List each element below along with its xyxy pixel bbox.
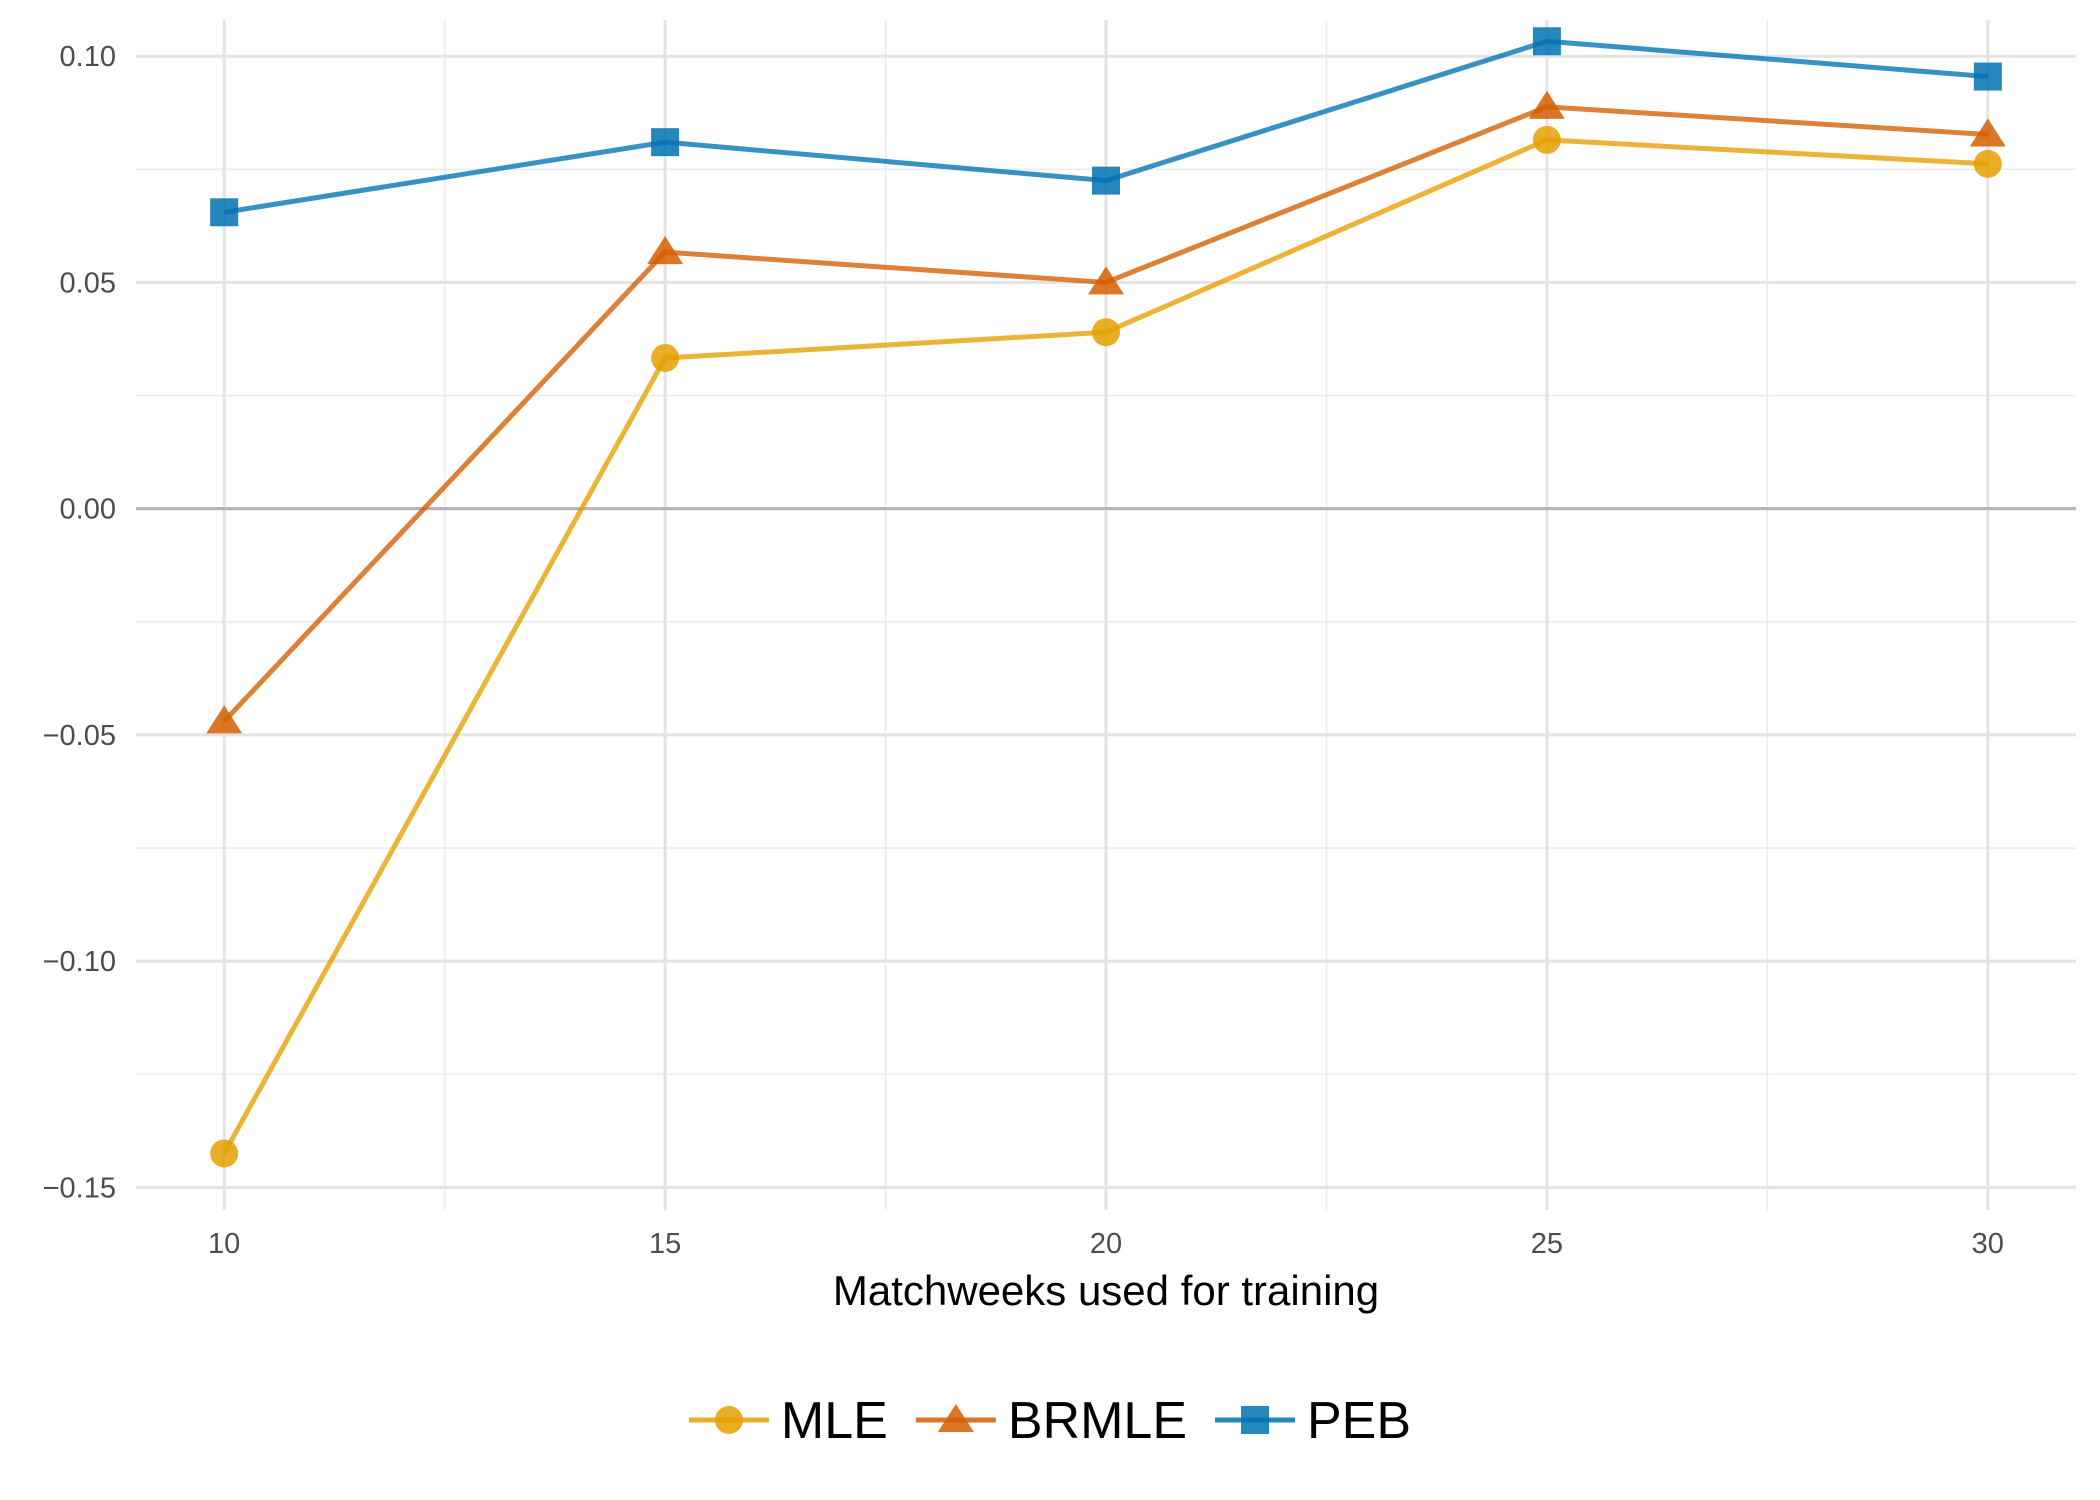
legend-item-brmle: BRMLE <box>915 1392 1187 1450</box>
data-point-mle <box>210 1139 239 1168</box>
legend-label-mle: MLE <box>781 1392 888 1450</box>
y-tick-label: −0.10 <box>43 946 116 978</box>
data-point-brmle <box>1088 266 1124 295</box>
data-point-mle <box>1092 318 1120 347</box>
data-point-brmle <box>647 236 684 265</box>
data-point-brmle <box>206 705 243 734</box>
data-point-peb <box>1973 62 2002 91</box>
legend-key-marker-brmle <box>937 1404 974 1432</box>
data-point-peb <box>210 198 239 227</box>
y-tick-label: 0.10 <box>60 41 116 73</box>
legend-key-marker-mle <box>714 1406 743 1434</box>
data-point-mle <box>651 343 680 372</box>
legend-label-peb: PEB <box>1307 1392 1411 1450</box>
legend-item-mle: MLE <box>688 1392 888 1450</box>
y-tick-label: −0.15 <box>43 1172 116 1204</box>
y-tick-label: −0.05 <box>43 720 116 752</box>
x-axis-tick-labels: 10 15 20 25 30 <box>208 1228 2004 1260</box>
x-tick-label: 25 <box>1531 1228 1563 1260</box>
data-point-peb <box>651 128 680 157</box>
data-point-brmle <box>1528 90 1565 119</box>
legend: MLE BRMLE PEB <box>688 1392 1411 1450</box>
legend-item-peb: PEB <box>1215 1392 1411 1450</box>
major-gridlines <box>136 20 2076 1210</box>
series-layer <box>206 27 2006 1168</box>
data-point-peb <box>1532 27 1561 56</box>
series-mle <box>210 125 2002 1168</box>
y-tick-label: 0.05 <box>60 267 116 299</box>
legend-key-marker-peb <box>1241 1406 1270 1434</box>
x-axis-title: Matchweeks used for training <box>833 1267 1379 1314</box>
series-brmle <box>206 90 2006 734</box>
x-tick-label: 15 <box>649 1228 681 1260</box>
x-tick-label: 20 <box>1090 1228 1122 1260</box>
data-point-brmle <box>1969 118 2006 147</box>
y-axis-tick-labels: −0.15 −0.10 −0.05 0.00 0.05 0.10 <box>43 41 116 1204</box>
data-point-mle <box>1532 125 1561 154</box>
y-tick-label: 0.00 <box>60 494 116 526</box>
x-tick-label: 30 <box>1972 1228 2004 1260</box>
data-point-mle <box>1973 149 2002 178</box>
legend-label-brmle: BRMLE <box>1008 1392 1187 1450</box>
series-peb <box>210 27 2002 227</box>
x-tick-label: 10 <box>208 1228 240 1260</box>
data-point-peb <box>1092 166 1120 195</box>
